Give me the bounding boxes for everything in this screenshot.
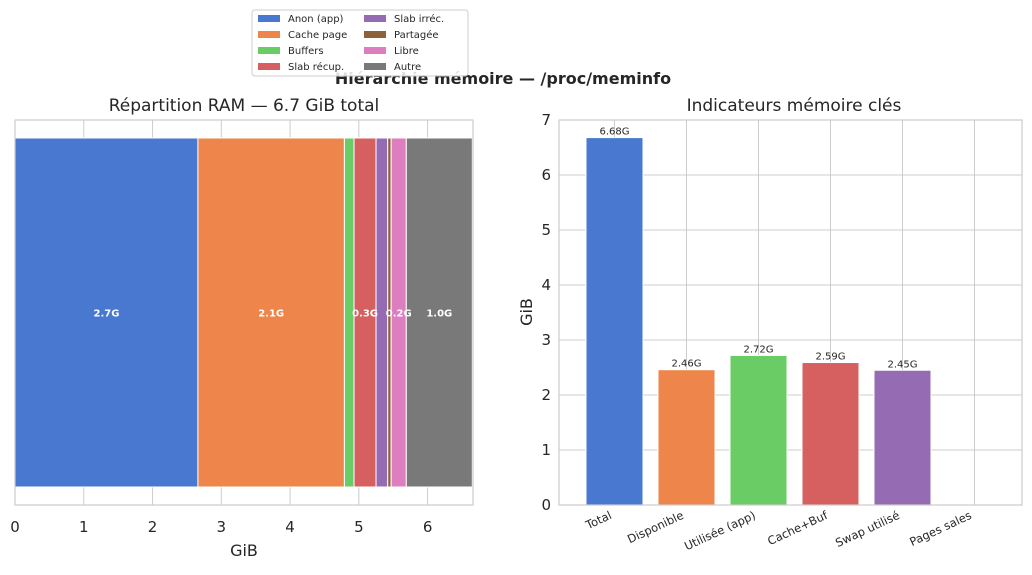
segment-value-label: 0.2G xyxy=(386,309,412,320)
right-bars xyxy=(585,137,932,506)
legend-swatch xyxy=(364,15,386,22)
legend-swatch xyxy=(258,47,280,54)
legend-label: Anon (app) xyxy=(288,14,344,25)
bar-value-label: 6.68G xyxy=(599,127,629,138)
bar-value-label: 2.45G xyxy=(887,359,917,370)
right-y-axis-label: GiB xyxy=(517,298,536,326)
stacked-segment-anon-app- xyxy=(14,137,199,488)
right-x-tick-label: Utilisée (app) xyxy=(682,508,758,553)
left-x-tick-label: 6 xyxy=(423,518,433,536)
right-y-tick-label: 4 xyxy=(541,276,551,294)
legend-label: Buffers xyxy=(288,46,324,57)
left-plot-frame xyxy=(14,119,474,506)
right-y-tick-label: 0 xyxy=(541,496,551,514)
legend-label: Partagée xyxy=(394,29,439,41)
left-x-tick-label: 2 xyxy=(148,518,158,536)
bar-disponible xyxy=(657,369,716,506)
right-y-tick-label: 5 xyxy=(541,221,551,239)
memory-indicators-chart: 6.68G 2.46G 2.72G 2.59G 2.45G 0 1 2 3 4 5 6 7 Total… xyxy=(517,96,1023,554)
legend-box xyxy=(251,9,469,77)
right-y-tick-labels: 0 1 2 3 4 5 6 7 xyxy=(541,111,551,514)
segment-value-label: 2.7G xyxy=(93,309,119,320)
bar-value-label: 2.59G xyxy=(815,352,845,363)
bar-cache-buf xyxy=(801,362,860,506)
legend-label: Cache page xyxy=(288,30,347,41)
bar-value-label: 2.46G xyxy=(671,359,701,370)
legend: Anon (app) Cache page Buffers Slab récup. Sl… xyxy=(251,9,469,77)
left-x-tick-label: 0 xyxy=(10,518,20,536)
segment-value-label: 1.0G xyxy=(426,309,452,320)
legend-swatch xyxy=(364,63,386,70)
right-x-tick-label: Disponible xyxy=(625,508,686,546)
right-y-tick-label: 6 xyxy=(541,166,551,184)
right-chart-title: Indicateurs mémoire clés xyxy=(687,96,902,116)
right-x-tick-label: Total xyxy=(583,508,614,532)
bar-value-label: 2.72G xyxy=(743,344,773,355)
right-y-tick-label: 7 xyxy=(541,111,551,129)
right-value-labels: 6.68G 2.46G 2.72G 2.59G 2.45G xyxy=(599,127,917,371)
legend-swatch xyxy=(364,47,386,54)
left-chart-title: Répartition RAM — 6.7 GiB total xyxy=(109,96,380,116)
right-x-tick-label: Swap utilisé xyxy=(833,508,902,550)
legend-label: Autre xyxy=(394,62,421,73)
left-x-tick-label: 4 xyxy=(285,518,295,536)
legend-swatch xyxy=(258,63,280,70)
legend-swatch xyxy=(258,15,280,22)
right-plot-frame xyxy=(558,119,1023,506)
legend-swatch xyxy=(258,31,280,38)
left-segment-labels: 2.7G 2.1G 0.3G 0.2G 1.0G xyxy=(93,309,452,320)
legend-label: Slab irréc. xyxy=(394,13,444,25)
segment-value-label: 0.3G xyxy=(352,309,378,320)
stacked-segment-autre xyxy=(405,137,473,488)
left-x-axis-label: GiB xyxy=(230,541,258,560)
right-x-tick-label: Pages sales xyxy=(907,508,973,549)
legend-label: Slab récup. xyxy=(288,61,344,73)
left-x-tick-labels: 0 1 2 3 4 5 6 xyxy=(10,518,432,536)
right-y-tick-label: 3 xyxy=(541,331,551,349)
right-y-tick-label: 1 xyxy=(541,441,551,459)
right-x-tick-label: Cache+Buf xyxy=(765,508,830,548)
left-stacked-bar xyxy=(14,137,473,488)
ram-breakdown-chart: 2.7G 2.1G 0.3G 0.2G 1.0G 0 1 2 3 4 5 6 Répartition… xyxy=(10,96,474,560)
stacked-segment-cache-page xyxy=(197,137,345,488)
left-x-tick-label: 3 xyxy=(217,518,227,536)
bar-swap-utilis xyxy=(873,369,932,506)
left-x-tick-label: 5 xyxy=(354,518,364,536)
legend-label: Libre xyxy=(394,46,419,57)
bar-total xyxy=(585,137,644,506)
bar-utilis-e-app xyxy=(729,354,788,506)
legend-swatch xyxy=(364,31,386,38)
segment-value-label: 2.1G xyxy=(258,309,284,320)
right-y-tick-label: 2 xyxy=(541,386,551,404)
left-x-tick-label: 1 xyxy=(79,518,89,536)
